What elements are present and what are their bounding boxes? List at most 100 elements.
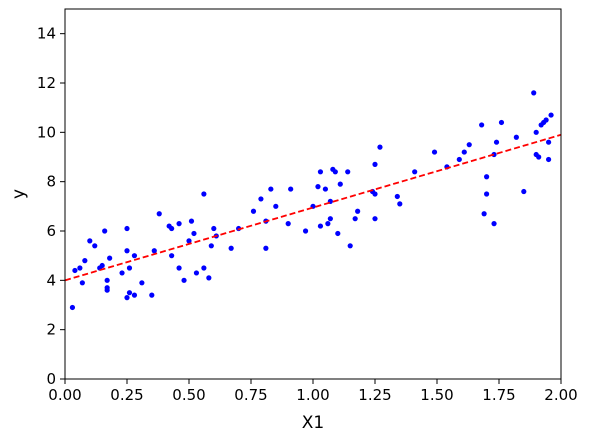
data-point — [77, 265, 83, 271]
data-point — [377, 144, 383, 150]
data-point — [372, 216, 378, 222]
data-point — [169, 225, 175, 232]
data-point — [484, 174, 490, 180]
data-point — [87, 238, 93, 244]
data-point — [484, 191, 490, 197]
data-point — [169, 253, 175, 259]
regression-line — [64, 133, 562, 282]
data-point — [176, 221, 182, 227]
data-point — [124, 248, 130, 254]
data-point — [268, 186, 274, 192]
data-point — [151, 248, 157, 254]
data-point — [548, 112, 554, 118]
data-point — [124, 225, 130, 232]
data-point — [124, 295, 130, 301]
x-tick-label: 0.25 — [110, 386, 143, 404]
y-tick-label: 14 — [37, 25, 56, 43]
data-point — [491, 151, 497, 158]
data-point — [149, 292, 155, 298]
y-tick-label: 10 — [37, 123, 56, 141]
data-point — [345, 169, 351, 175]
data-point — [521, 188, 527, 195]
data-point — [131, 292, 138, 298]
data-point — [543, 117, 549, 123]
data-point — [531, 90, 537, 96]
data-point — [536, 154, 542, 160]
data-point — [258, 196, 264, 202]
x-tick-label: 1.75 — [482, 386, 515, 404]
y-axis-label: y — [9, 189, 29, 199]
data-point — [317, 223, 324, 229]
x-tick-label: 1.00 — [296, 386, 329, 404]
x-axis-label: X1 — [302, 413, 324, 433]
data-point — [188, 218, 195, 224]
data-point — [208, 243, 214, 249]
x-tick-label: 2.00 — [544, 386, 577, 404]
data-point — [456, 156, 462, 163]
data-marks — [64, 90, 562, 311]
y-tick-label: 8 — [46, 173, 56, 191]
y-tick-label: 4 — [46, 271, 56, 289]
data-point — [119, 270, 125, 276]
data-point — [126, 265, 133, 271]
data-point — [250, 208, 257, 214]
data-point — [335, 230, 341, 237]
y-tick-label: 2 — [46, 321, 56, 339]
y-tick-label: 0 — [46, 370, 56, 388]
data-point — [206, 275, 212, 281]
data-point — [479, 122, 485, 128]
data-point — [317, 169, 324, 175]
data-point — [394, 193, 400, 200]
x-tick-label: 0.00 — [48, 386, 81, 404]
data-point — [533, 129, 539, 135]
data-point — [352, 216, 358, 222]
y-tick-label: 12 — [37, 74, 56, 92]
data-point — [431, 149, 438, 155]
y-axis-ticks: 0 2 4 6 8 10 12 14 — [37, 25, 65, 388]
data-point — [79, 280, 85, 286]
data-point — [347, 243, 353, 249]
data-point — [99, 262, 105, 269]
data-point — [72, 267, 78, 274]
data-point — [315, 184, 321, 190]
data-point — [412, 169, 418, 175]
data-point — [201, 265, 207, 271]
data-point — [285, 221, 291, 227]
data-point — [102, 228, 108, 234]
data-point — [181, 277, 187, 283]
data-point — [82, 258, 88, 264]
x-axis-ticks: 0.00 0.25 0.50 0.75 1.00 1.25 1.50 1.75 2.00 — [48, 379, 578, 404]
plot-background — [65, 9, 561, 379]
data-point — [273, 203, 279, 209]
data-point — [193, 270, 200, 276]
data-point — [228, 245, 234, 251]
data-point — [493, 139, 500, 145]
data-point — [186, 238, 192, 244]
data-point — [481, 211, 487, 217]
data-point — [288, 186, 294, 192]
y-tick-label: 6 — [46, 222, 56, 240]
data-point — [104, 277, 110, 283]
data-point — [104, 287, 110, 293]
data-point — [156, 211, 162, 217]
data-point — [322, 186, 328, 192]
data-point — [139, 280, 145, 286]
data-point — [191, 230, 197, 237]
data-point — [372, 161, 378, 167]
data-point — [302, 228, 309, 234]
data-point — [372, 191, 378, 197]
x-tick-label: 0.75 — [234, 386, 267, 404]
data-point — [355, 208, 361, 214]
data-point — [461, 149, 467, 155]
data-point — [397, 201, 403, 207]
data-point — [69, 304, 76, 311]
data-point — [327, 216, 333, 222]
x-tick-label: 0.50 — [172, 386, 205, 404]
x-tick-label: 1.50 — [420, 386, 453, 404]
data-point — [263, 245, 269, 251]
data-point — [92, 243, 98, 249]
data-point — [546, 139, 552, 145]
data-point — [325, 221, 331, 227]
data-point — [131, 253, 138, 259]
